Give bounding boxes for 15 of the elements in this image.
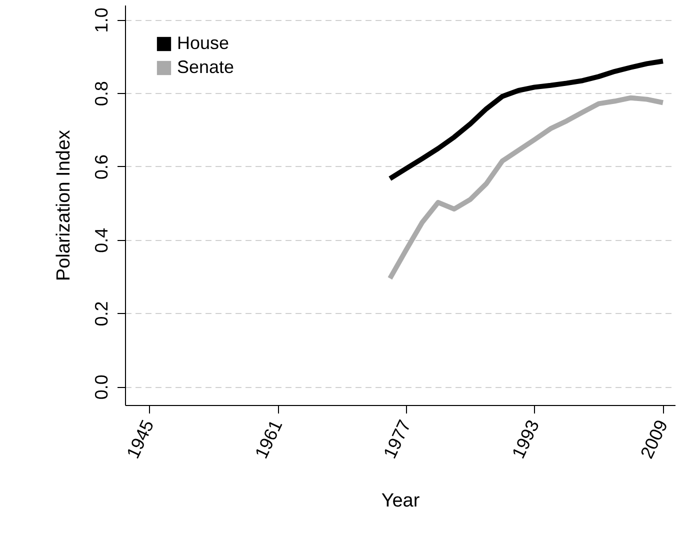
y-tick-label: 1.0 xyxy=(92,8,112,33)
y-tick-label: 0.2 xyxy=(92,301,112,326)
x-axis-title: Year xyxy=(381,490,420,512)
y-tick-label: 0.6 xyxy=(92,154,112,180)
legend-label: Senate xyxy=(177,57,234,77)
y-axis-title: Polarization Index xyxy=(54,129,74,282)
legend-label: House xyxy=(177,33,230,53)
y-tick-label: 0.8 xyxy=(92,81,112,106)
x-tick-label: 1977 xyxy=(380,416,415,462)
y-tick-label: 0.0 xyxy=(92,374,112,400)
x-tick-label: 2009 xyxy=(636,416,672,462)
y-tick-label: 0.4 xyxy=(92,228,112,253)
x-tick-label: 1993 xyxy=(508,416,544,462)
x-tick-label: 1945 xyxy=(122,416,158,462)
x-tick-label: 1961 xyxy=(251,416,286,462)
